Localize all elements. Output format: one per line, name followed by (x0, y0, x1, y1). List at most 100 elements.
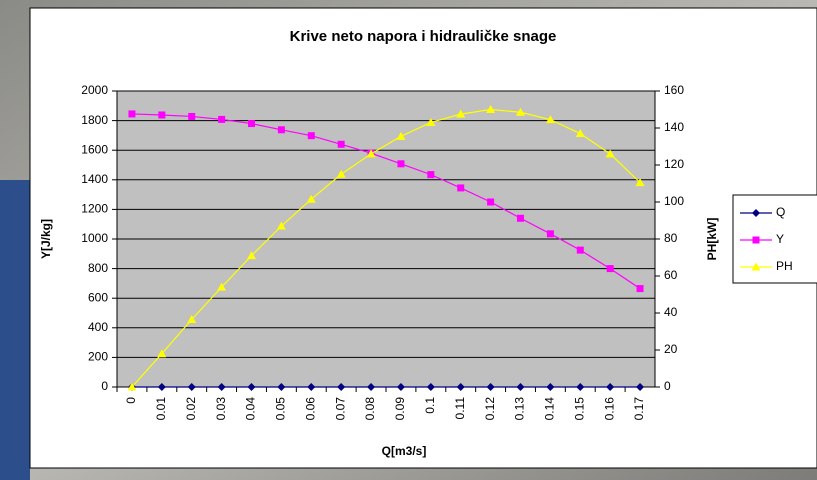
data-point (337, 382, 346, 391)
data-point (426, 117, 436, 126)
y-tick-label: 600 (88, 290, 108, 304)
data-point (247, 382, 256, 391)
data-point (635, 178, 645, 187)
legend-marker (752, 236, 760, 244)
y2-tick-label: 20 (664, 342, 678, 356)
x-tick-label: 0.05 (274, 397, 288, 421)
data-point (158, 111, 166, 119)
x-tick-label: 0.09 (393, 397, 407, 421)
data-point (576, 382, 585, 391)
data-point (307, 382, 316, 391)
legend-label: Y (776, 232, 784, 246)
data-point (157, 349, 167, 358)
y2-tick-label: 100 (664, 194, 684, 208)
y-tick-label: 2000 (81, 83, 108, 97)
y2-tick-label: 0 (664, 379, 671, 393)
x-tick-label: 0.04 (244, 397, 258, 421)
data-point (396, 131, 406, 140)
y2-tick-label: 60 (664, 268, 678, 282)
data-point (247, 251, 256, 260)
data-point (636, 285, 644, 293)
data-point (457, 184, 465, 192)
data-point (277, 126, 285, 134)
legend-label: PH (776, 259, 793, 273)
y2-tick-label: 80 (664, 231, 678, 245)
data-point (545, 115, 555, 124)
data-point (218, 115, 226, 123)
data-point (188, 112, 196, 120)
x-tick-label: 0.14 (543, 397, 557, 421)
data-point (486, 105, 496, 113)
data-point (606, 265, 614, 273)
data-point (187, 382, 196, 391)
y-axis-label: Y[J/kg] (39, 219, 53, 259)
data-point (605, 149, 615, 158)
x-tick-label: 0.02 (184, 397, 198, 421)
y2-axis-label: PH[kW] (705, 218, 719, 261)
x-tick-label: 0.1 (423, 397, 437, 414)
data-point (187, 314, 197, 323)
y-tick-label: 1600 (81, 142, 108, 156)
y2-tick-label: 140 (664, 120, 684, 134)
y-tick-label: 1800 (81, 113, 108, 127)
x-tick-label: 0.13 (513, 397, 527, 421)
y-tick-label: 800 (88, 261, 108, 275)
x-tick-label: 0 (124, 397, 138, 404)
x-tick-label: 0.12 (483, 397, 497, 421)
data-point (487, 198, 495, 206)
data-point (575, 129, 585, 138)
data-point (516, 382, 525, 391)
data-point (157, 382, 166, 391)
y-tick-label: 1200 (81, 202, 108, 216)
data-point (277, 382, 286, 391)
data-point (366, 149, 376, 158)
data-point (397, 160, 405, 168)
series-line (131, 113, 641, 290)
x-tick-label: 0.07 (333, 397, 347, 421)
data-point (576, 246, 584, 254)
y-tick-label: 1000 (81, 231, 108, 245)
data-point (217, 382, 226, 391)
data-point (517, 214, 524, 222)
data-point (307, 132, 315, 140)
data-point (336, 169, 346, 178)
data-point (516, 107, 525, 116)
y-tick-label: 400 (88, 320, 108, 334)
data-point (367, 382, 376, 391)
data-point (248, 120, 255, 128)
data-point (456, 109, 466, 118)
data-point (636, 382, 645, 391)
data-point (128, 110, 136, 118)
y-tick-label: 0 (101, 379, 108, 393)
x-tick-label: 0.06 (303, 397, 317, 421)
legend-marker (751, 262, 761, 271)
legend-label: Q (776, 205, 785, 219)
data-point (426, 382, 435, 391)
data-point (456, 382, 465, 391)
data-point (276, 221, 286, 230)
x-tick-label: 0.17 (632, 397, 646, 421)
y-tick-label: 200 (88, 350, 108, 364)
legend (732, 194, 817, 284)
data-point (427, 171, 435, 179)
x-tick-label: 0.03 (214, 397, 228, 421)
x-tick-label: 0.16 (602, 397, 616, 421)
y2-tick-label: 120 (664, 157, 684, 171)
x-tick-label: 0.15 (572, 397, 586, 421)
y-tick-label: 1400 (81, 172, 108, 186)
data-point (546, 382, 555, 391)
data-point (217, 282, 227, 291)
series-line (131, 108, 641, 388)
data-point (306, 194, 316, 203)
chart-title: Krive neto napora i hidrauličke snage (290, 28, 557, 45)
x-tick-label: 0.08 (363, 397, 377, 421)
data-point (606, 382, 615, 391)
x-tick-label: 0.01 (154, 397, 168, 421)
data-point (337, 140, 345, 148)
y2-tick-label: 160 (664, 83, 684, 97)
x-tick-label: 0.11 (453, 397, 467, 420)
legend-marker (752, 209, 760, 217)
x-axis-label: Q[m3/s] (382, 444, 427, 458)
